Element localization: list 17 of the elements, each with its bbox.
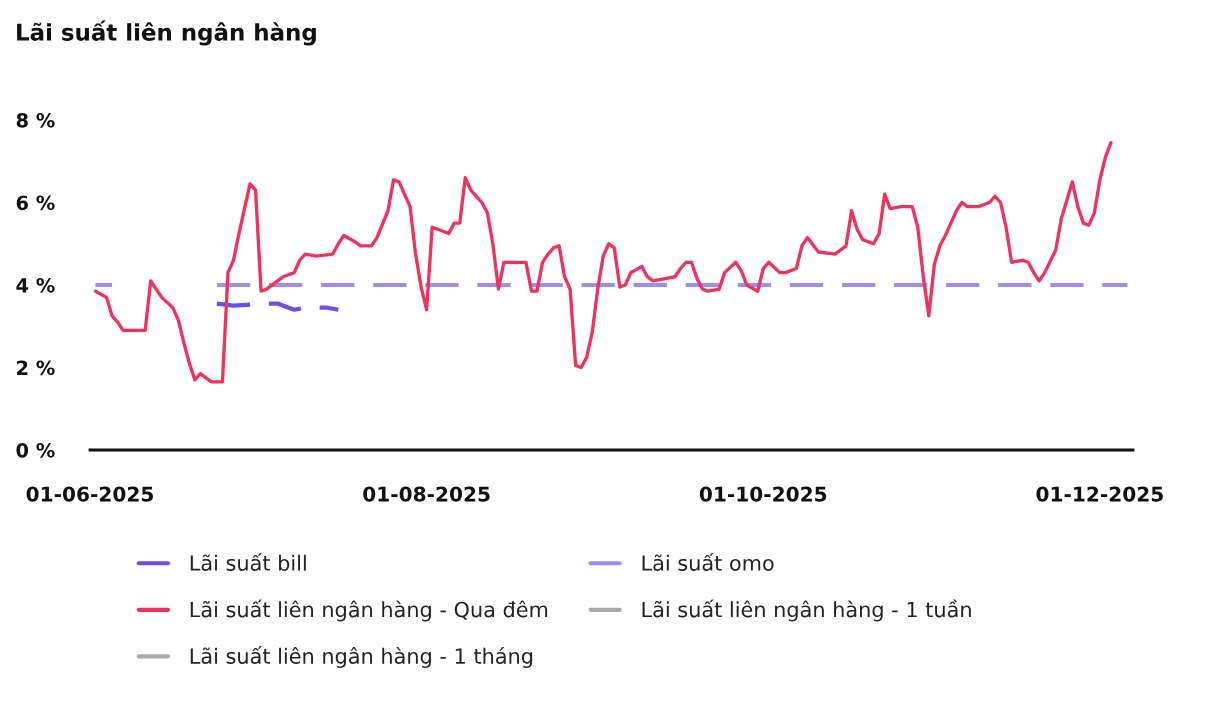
y-tick-label: 6 % — [16, 195, 55, 211]
x-tick-label: 01-12-2025 — [1036, 486, 1163, 502]
legend-label: Lãi suất liên ngân hàng - 1 tháng — [190, 646, 533, 668]
legend-label: Lãi suất liên ngân hàng - 1 tuần — [642, 599, 971, 622]
x-tick-label: 01-06-2025 — [26, 486, 153, 502]
legend-label: Lãi suất liên ngân hàng - Qua đêm — [190, 599, 548, 622]
legend-label: Lãi suất bill — [190, 552, 306, 571]
y-tick-label: 4 % — [16, 277, 55, 293]
line-series — [214, 301, 341, 312]
x-tick-label: 01-08-2025 — [363, 486, 490, 502]
y-tick-label: 0 % — [16, 442, 55, 458]
x-tick-label: 01-10-2025 — [699, 486, 827, 502]
chart-title: Lãi suất liên ngân hàng — [17, 20, 316, 46]
legend-label: Lãi suất omo — [642, 552, 774, 571]
y-tick-label: 8 % — [16, 112, 55, 128]
line-series — [93, 141, 1113, 384]
y-tick-label: 2 % — [17, 360, 55, 376]
